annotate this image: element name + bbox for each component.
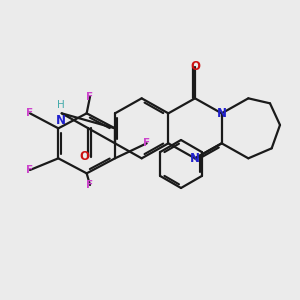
- Text: F: F: [86, 92, 94, 102]
- Text: N: N: [217, 107, 227, 120]
- Text: H: H: [57, 100, 64, 110]
- Text: O: O: [190, 60, 200, 73]
- Text: F: F: [143, 138, 150, 148]
- Text: N: N: [56, 114, 66, 127]
- Text: F: F: [26, 108, 34, 118]
- Text: O: O: [79, 150, 89, 163]
- Text: N: N: [190, 152, 200, 165]
- Text: F: F: [86, 180, 94, 190]
- Text: F: F: [26, 165, 34, 175]
